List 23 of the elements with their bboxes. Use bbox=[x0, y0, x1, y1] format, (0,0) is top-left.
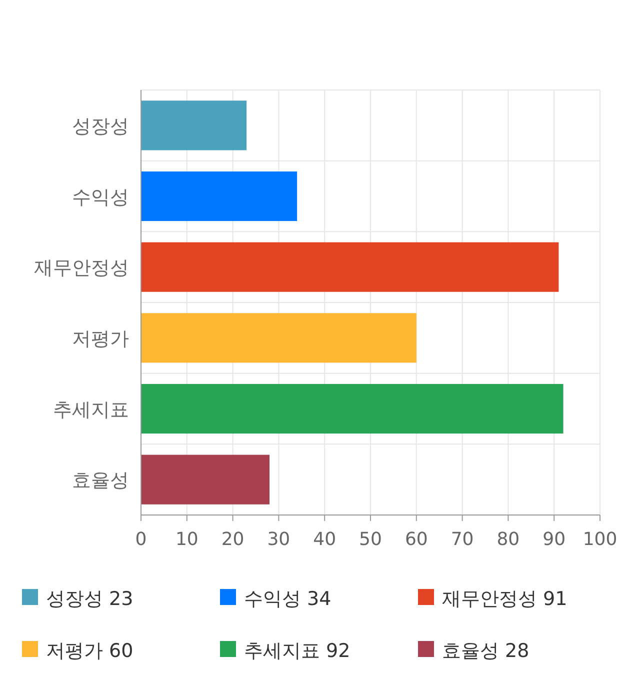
y-tick-label: 재무안정성 bbox=[34, 257, 129, 280]
y-tick-label: 추세지표 bbox=[53, 398, 129, 421]
x-tick-label: 0 bbox=[135, 529, 147, 550]
legend-label: 효율성 28 bbox=[442, 640, 530, 662]
x-tick-label: 40 bbox=[313, 529, 336, 550]
x-tick-label: 60 bbox=[404, 529, 428, 550]
x-tick-label: 10 bbox=[175, 529, 198, 550]
x-tick-label: 70 bbox=[450, 529, 474, 550]
legend-label: 추세지표 92 bbox=[244, 640, 350, 662]
legend-label: 재무안정성 91 bbox=[442, 588, 568, 610]
x-tick-label: 30 bbox=[267, 529, 290, 550]
legend-label: 수익성 34 bbox=[244, 588, 332, 610]
y-tick-label: 저평가 bbox=[72, 328, 129, 350]
x-tick-label: 20 bbox=[221, 529, 244, 550]
y-tick-label: 성장성 bbox=[72, 115, 129, 138]
y-tick-label: 수익성 bbox=[72, 186, 129, 208]
legend-label: 저평가 60 bbox=[46, 640, 134, 662]
y-tick-label: 효율성 bbox=[72, 470, 129, 492]
x-tick-label: 80 bbox=[496, 529, 520, 550]
x-tick-label: 90 bbox=[542, 529, 566, 550]
legend-label: 성장성 23 bbox=[46, 588, 134, 610]
x-tick-label: 100 bbox=[582, 529, 618, 550]
x-tick-label: 50 bbox=[359, 529, 382, 550]
